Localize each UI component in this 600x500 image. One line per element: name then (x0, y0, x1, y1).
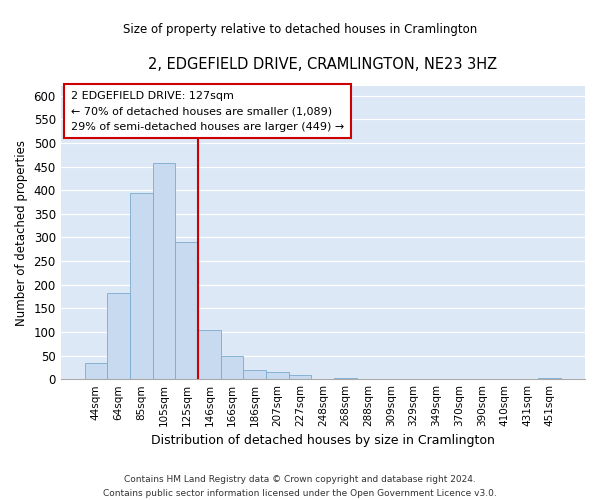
Bar (289, 376, 311, 379)
X-axis label: Distribution of detached houses by size in Cramlington: Distribution of detached houses by size … (151, 434, 495, 448)
Bar (198, 330, 221, 379)
Text: 2 EDGEFIELD DRIVE: 127sqm
← 70% of detached houses are smaller (1,089)
29% of se: 2 EDGEFIELD DRIVE: 127sqm ← 70% of detac… (71, 90, 344, 132)
Bar (152, 162, 175, 379)
Bar (244, 370, 266, 379)
Bar (175, 242, 198, 379)
Bar (130, 194, 152, 379)
Y-axis label: Number of detached properties: Number of detached properties (15, 140, 28, 326)
Bar (107, 292, 130, 379)
Text: Contains HM Land Registry data © Crown copyright and database right 2024.
Contai: Contains HM Land Registry data © Crown c… (103, 476, 497, 498)
Bar (334, 378, 357, 379)
Bar (221, 356, 244, 379)
Bar (266, 372, 289, 379)
Bar (538, 378, 561, 379)
Title: 2, EDGEFIELD DRIVE, CRAMLINGTON, NE23 3HZ: 2, EDGEFIELD DRIVE, CRAMLINGTON, NE23 3H… (148, 58, 497, 72)
Text: Size of property relative to detached houses in Cramlington: Size of property relative to detached ho… (123, 22, 477, 36)
Bar (85, 362, 107, 379)
